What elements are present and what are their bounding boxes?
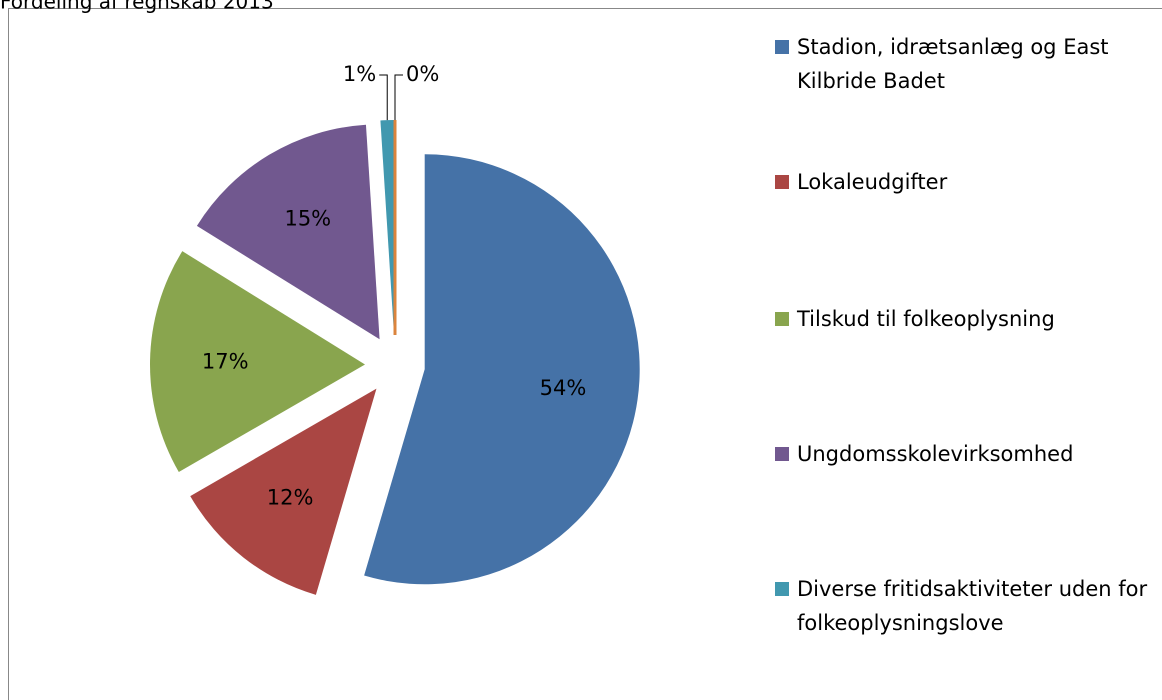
legend-swatch <box>775 175 789 189</box>
legend-label: Diverse fritidsaktiviteter uden for folk… <box>797 577 1148 635</box>
leader-line <box>379 74 388 121</box>
data-label: 15% <box>284 206 331 230</box>
chart-border <box>8 8 1162 700</box>
data-label: 12% <box>267 485 314 509</box>
pie-slice <box>380 120 395 336</box>
data-label: 54% <box>540 376 587 400</box>
data-label: 1% <box>343 62 376 86</box>
pie-slice <box>190 388 377 595</box>
legend-item: Ungdomsskolevirksomhed <box>775 437 1162 471</box>
legend-item: Stadion, idrætsanlæg og East Kilbride Ba… <box>775 30 1162 98</box>
legend-item: Lokaleudgifter <box>775 165 1162 199</box>
pie-slice <box>150 251 366 473</box>
legend-item: Diverse fritidsaktiviteter uden for folk… <box>775 572 1162 640</box>
legend-swatch <box>775 312 789 326</box>
legend-swatch <box>775 40 789 54</box>
legend-label: Tilskud til folkeoplysning <box>797 307 1055 331</box>
legend-item: Tilskud til folkeoplysning <box>775 302 1162 336</box>
legend-label: Lokaleudgifter <box>797 170 948 194</box>
legend-swatch <box>775 447 789 461</box>
pie-slice <box>364 154 640 585</box>
data-label: 17% <box>202 349 249 373</box>
chart-title: Fordeling af regnskab 2013 <box>0 0 274 14</box>
pie-slice <box>196 124 380 340</box>
legend-label: Ungdomsskolevirksomhed <box>797 442 1074 466</box>
legend-label: Stadion, idrætsanlæg og East Kilbride Ba… <box>797 35 1109 93</box>
leader-line <box>394 74 403 120</box>
legend-swatch <box>775 582 789 596</box>
data-label: 0% <box>406 62 439 86</box>
